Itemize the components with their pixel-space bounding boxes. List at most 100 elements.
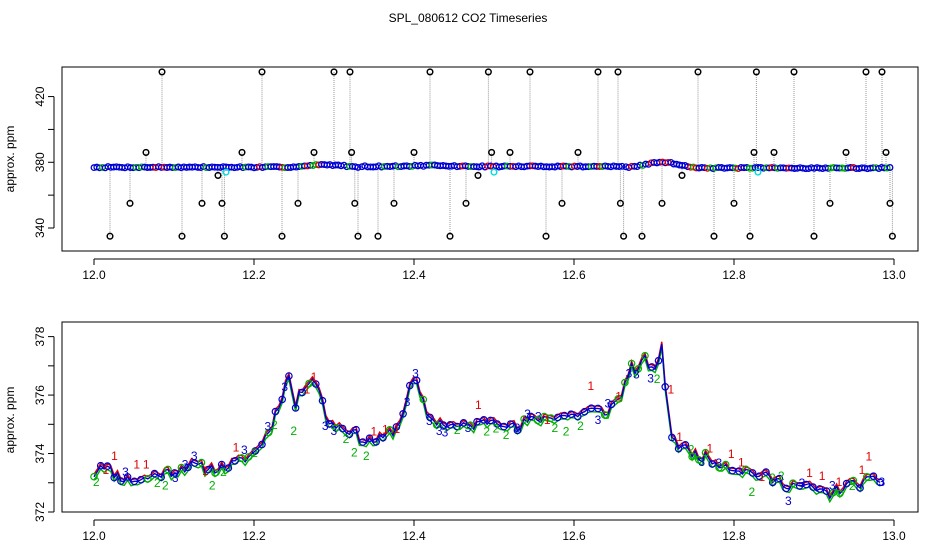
plot-frame-bottom (61, 321, 919, 513)
avg-point (170, 469, 179, 477)
avg-point (526, 412, 535, 421)
avg-point (311, 380, 320, 388)
raw-point (351, 163, 359, 171)
series-label-1: 1 (676, 430, 683, 444)
avg-point (621, 378, 629, 387)
spike-point (346, 68, 354, 76)
spike-point (348, 148, 356, 156)
avg-point (117, 477, 125, 485)
spike-point (770, 148, 778, 156)
raw-point (883, 164, 891, 172)
series-label-2: 2 (209, 478, 216, 492)
spike-point (752, 68, 760, 76)
series-label-3: 3 (465, 421, 472, 435)
series-label-1: 1 (102, 463, 109, 477)
avg-point (789, 479, 797, 488)
series-label-1: 1 (728, 447, 735, 461)
avg-point (856, 484, 864, 492)
series-label-1: 1 (394, 422, 401, 436)
series-label-3: 3 (698, 455, 705, 469)
x-tick-label-bottom: 12.8 (722, 529, 746, 540)
spike-point (730, 199, 738, 207)
y-tick-label-top: 340 (33, 218, 47, 238)
avg-point (211, 469, 219, 477)
avg-point (352, 425, 360, 434)
series-label-1: 1 (202, 464, 209, 478)
avg-point (553, 413, 562, 422)
series-label-3: 3 (442, 426, 449, 440)
series-label-1: 1 (370, 425, 377, 439)
avg-point (446, 420, 455, 429)
series-label-1: 1 (859, 463, 866, 477)
avg-point (836, 489, 844, 498)
avg-point (103, 462, 112, 470)
x-tick-label-top: 13.0 (882, 268, 906, 282)
spike-point (484, 68, 492, 76)
spike-point (198, 199, 206, 207)
avg-point (110, 473, 119, 482)
y-tick-label-top: 420 (33, 86, 47, 106)
avg-point (849, 476, 858, 485)
series-label-3: 3 (715, 456, 722, 470)
avg-point (365, 434, 374, 443)
avg-point (668, 433, 676, 442)
spike-point (694, 68, 702, 76)
spike-point (678, 171, 686, 179)
series-label-1: 1 (588, 379, 595, 393)
series-label-3: 3 (785, 494, 792, 508)
series-label-2: 2 (749, 485, 756, 499)
series-label-1: 1 (233, 441, 240, 455)
spike-point (220, 232, 228, 240)
spike-point (826, 199, 834, 207)
spike-point (614, 68, 622, 76)
x-tick-label-bottom: 12.4 (402, 529, 426, 540)
raw-point-cyan (490, 168, 498, 176)
series-label-3: 3 (595, 413, 602, 427)
avg-point (869, 472, 878, 481)
spike-point (258, 68, 266, 76)
spike-point (178, 232, 186, 240)
series-label-3: 3 (647, 371, 654, 385)
spike-point (886, 199, 894, 207)
x-tick-label-top: 12.4 (402, 268, 426, 282)
spike-point (790, 68, 798, 76)
avg-point (244, 453, 253, 461)
avg-point (768, 478, 777, 487)
avg-point (285, 372, 293, 380)
y-tick-label-bottom: 372 (33, 502, 47, 522)
spike-point (746, 232, 754, 240)
avg-point (594, 404, 602, 413)
spike-point (616, 199, 624, 207)
series-label-1: 1 (143, 458, 150, 472)
y-tick-label-bottom: 378 (33, 326, 47, 346)
avg-point (741, 465, 750, 474)
avg-point (809, 483, 817, 491)
avg-point (694, 455, 703, 464)
avg-point (715, 463, 723, 472)
spike-point (594, 68, 602, 76)
x-tick-label-top: 12.2 (242, 268, 266, 282)
series-label-3: 3 (535, 409, 542, 423)
y-tick-label-bottom: 376 (33, 385, 47, 405)
raw-point-cyan (754, 168, 762, 176)
axis-ticks-top: 12.0 12.2 12.4 12.6 12.8 13.0 340 380 420 (33, 86, 906, 282)
y-axis-label-bottom: approx. ppm (3, 387, 17, 454)
series-label-3: 3 (514, 421, 521, 435)
series-label-3: 3 (524, 407, 531, 421)
avg-point (426, 413, 434, 422)
spike-point (542, 232, 550, 240)
avg-point (278, 395, 287, 404)
series-label-1: 1 (311, 370, 318, 384)
series-label-3: 3 (404, 395, 411, 409)
series-label-2: 2 (493, 422, 500, 436)
avg-point (701, 448, 710, 457)
avg-point (459, 418, 468, 427)
series-label-2: 2 (162, 479, 169, 493)
avg-point (399, 409, 407, 418)
avg-point (506, 420, 515, 428)
series-label-1: 1 (304, 382, 311, 396)
avg-point (822, 487, 831, 495)
avg-point (500, 422, 508, 431)
spike-point (878, 68, 886, 76)
x-tick-label-top: 12.0 (82, 268, 106, 282)
